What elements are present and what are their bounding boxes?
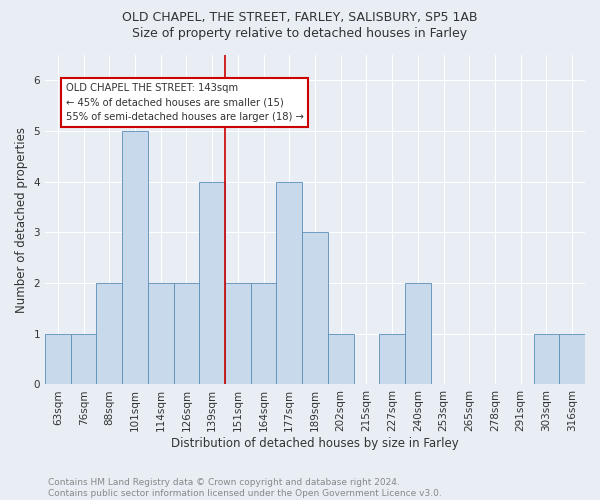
Text: OLD CHAPEL, THE STREET, FARLEY, SALISBURY, SP5 1AB: OLD CHAPEL, THE STREET, FARLEY, SALISBUR… xyxy=(122,11,478,24)
Bar xyxy=(302,232,328,384)
Bar xyxy=(199,182,225,384)
Bar xyxy=(559,334,585,384)
Bar xyxy=(97,283,122,384)
Bar xyxy=(148,283,173,384)
Bar xyxy=(379,334,405,384)
Bar xyxy=(533,334,559,384)
Bar xyxy=(405,283,431,384)
X-axis label: Distribution of detached houses by size in Farley: Distribution of detached houses by size … xyxy=(171,437,459,450)
Text: OLD CHAPEL THE STREET: 143sqm
← 45% of detached houses are smaller (15)
55% of s: OLD CHAPEL THE STREET: 143sqm ← 45% of d… xyxy=(65,83,304,122)
Text: Size of property relative to detached houses in Farley: Size of property relative to detached ho… xyxy=(133,28,467,40)
Bar xyxy=(251,283,277,384)
Bar xyxy=(122,131,148,384)
Bar xyxy=(173,283,199,384)
Bar xyxy=(277,182,302,384)
Bar xyxy=(328,334,353,384)
Text: Contains HM Land Registry data © Crown copyright and database right 2024.
Contai: Contains HM Land Registry data © Crown c… xyxy=(48,478,442,498)
Bar xyxy=(225,283,251,384)
Bar xyxy=(45,334,71,384)
Bar xyxy=(71,334,97,384)
Y-axis label: Number of detached properties: Number of detached properties xyxy=(15,126,28,312)
